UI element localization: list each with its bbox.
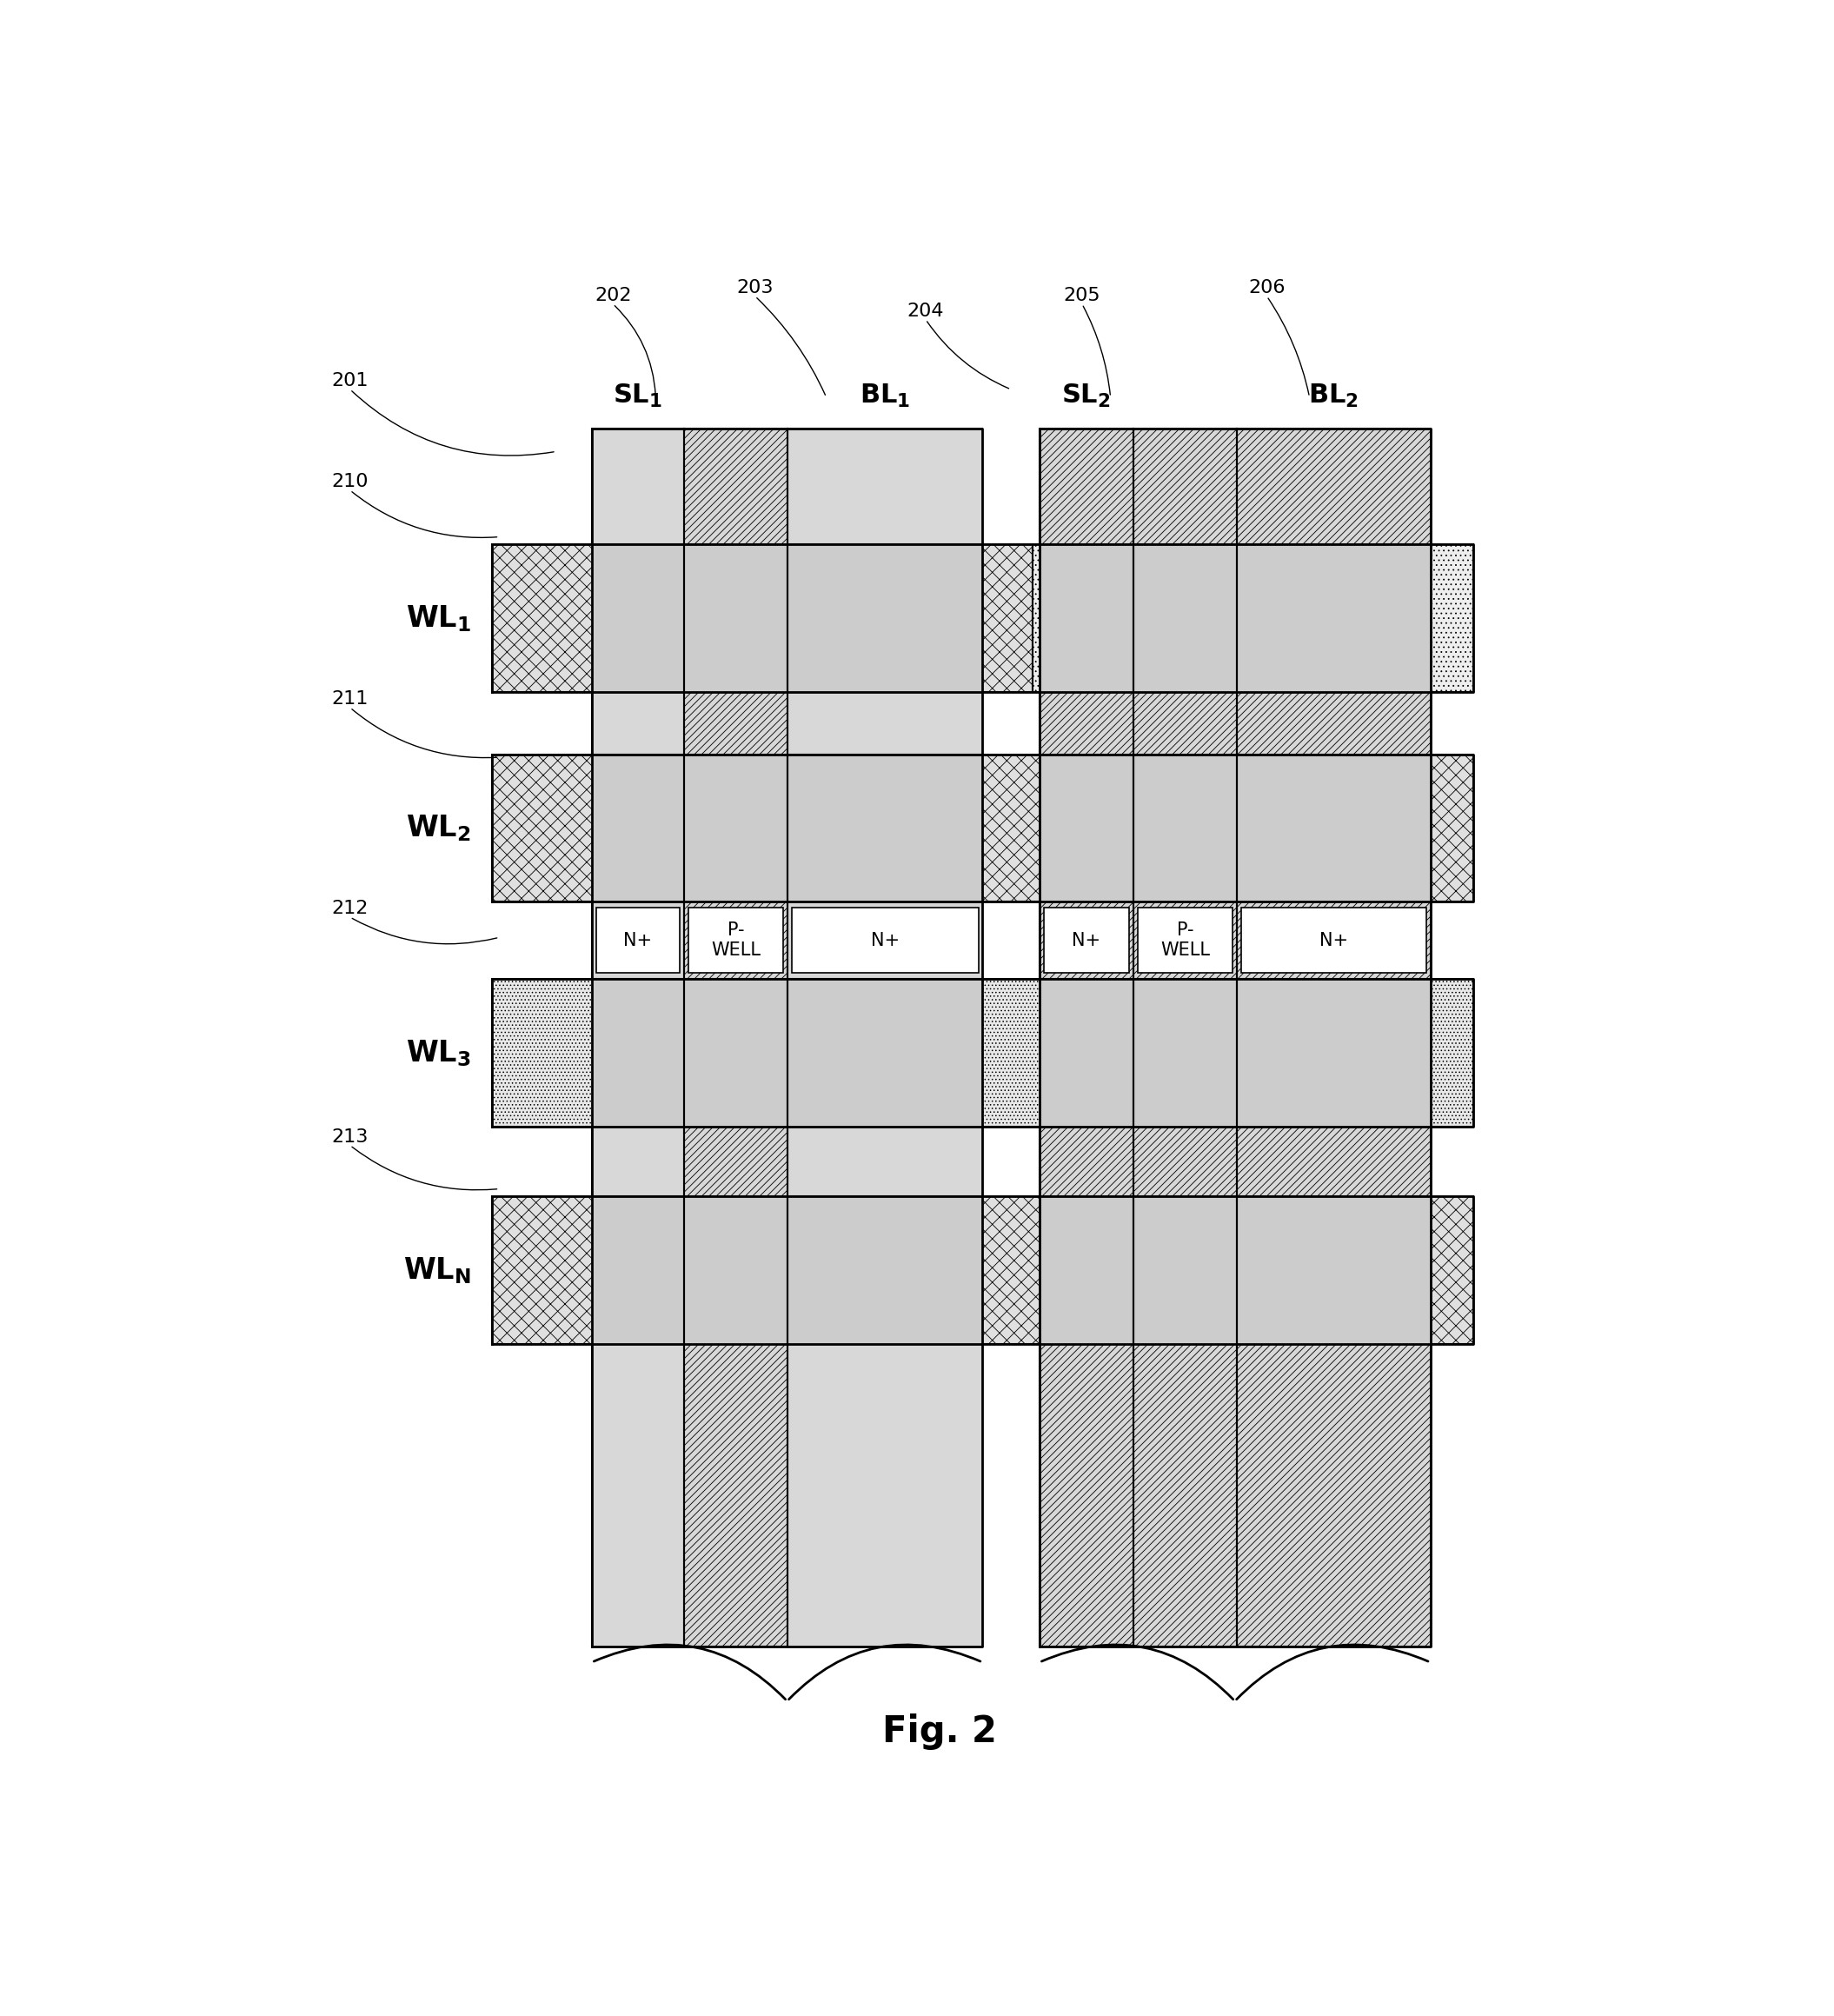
Text: N+: N+ [871,931,900,950]
FancyBboxPatch shape [688,907,783,974]
Text: 203: 203 [737,278,774,296]
Bar [592,427,684,1647]
Bar [1033,544,1473,691]
FancyBboxPatch shape [596,907,680,974]
Text: $\mathbf{WL_2}$: $\mathbf{WL_2}$ [405,812,471,843]
Text: Fig. 2: Fig. 2 [882,1714,998,1750]
Bar [1040,754,1431,901]
Bar [492,1198,1473,1345]
FancyBboxPatch shape [792,907,978,974]
Text: 202: 202 [594,286,631,304]
Text: N+: N+ [624,931,653,950]
Text: 210: 210 [332,474,369,490]
Text: P-
WELL: P- WELL [712,921,761,960]
Bar [592,1198,983,1345]
Bar [492,980,1473,1127]
Text: 212: 212 [332,899,369,917]
Bar [592,754,983,901]
Text: 206: 206 [1249,278,1286,296]
Bar [1040,980,1431,1127]
Text: $\mathbf{WL_N}$: $\mathbf{WL_N}$ [403,1256,471,1286]
FancyBboxPatch shape [1242,907,1427,974]
Text: $\mathbf{WL_3}$: $\mathbf{WL_3}$ [405,1038,471,1068]
Text: N+: N+ [1071,931,1100,950]
Text: $\mathbf{BL_2}$: $\mathbf{BL_2}$ [1308,383,1359,409]
FancyBboxPatch shape [1044,907,1130,974]
Text: 205: 205 [1064,286,1100,304]
Text: P-
WELL: P- WELL [1161,921,1210,960]
Text: 204: 204 [908,302,945,319]
Bar [789,427,983,1647]
Text: $\mathbf{SL_1}$: $\mathbf{SL_1}$ [613,383,662,409]
Bar [592,427,983,1647]
FancyBboxPatch shape [1137,907,1232,974]
Text: $\mathbf{WL_1}$: $\mathbf{WL_1}$ [405,603,471,633]
Text: 201: 201 [332,373,369,389]
Text: $\mathbf{BL_1}$: $\mathbf{BL_1}$ [860,383,910,409]
Bar [492,544,1033,691]
Bar [1040,544,1431,691]
Bar [592,544,983,691]
Text: 211: 211 [332,689,369,708]
Bar [592,980,983,1127]
Bar [1040,427,1431,1647]
Text: 213: 213 [332,1129,369,1145]
Text: $\mathbf{SL_2}$: $\mathbf{SL_2}$ [1062,383,1111,409]
Text: N+: N+ [1319,931,1348,950]
Bar [1040,1198,1431,1345]
Bar [492,754,1473,901]
